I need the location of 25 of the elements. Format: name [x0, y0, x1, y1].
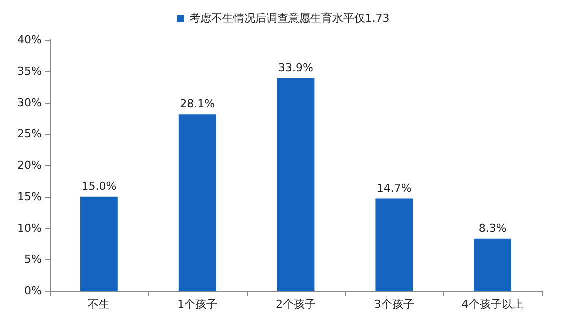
data-label: 33.9% — [278, 61, 314, 74]
data-label: 8.3% — [478, 222, 507, 235]
y-tick-label: 35% — [18, 64, 42, 78]
x-tick-label: 4个孩子以上 — [462, 298, 524, 311]
bar — [376, 198, 414, 291]
y-tick-label: 25% — [18, 128, 42, 141]
y-tick-label: 30% — [18, 96, 42, 110]
y-tick-label: 5% — [24, 253, 42, 266]
x-tick-label: 1个孩子 — [178, 298, 218, 311]
y-tick-label: 15% — [18, 190, 42, 204]
legend-label: 考虑不生情况后调查意愿生育水平仅1.73 — [189, 12, 390, 25]
bar — [474, 238, 512, 291]
y-tick-label: 0% — [24, 284, 42, 298]
x-tick-label: 3个孩子 — [374, 298, 414, 311]
y-tick-label: 10% — [18, 222, 42, 235]
data-label: 14.7% — [376, 182, 412, 195]
data-label: 15.0% — [82, 180, 117, 193]
bar — [277, 78, 315, 291]
y-tick-label: 40% — [18, 34, 42, 46]
data-label: 28.1% — [180, 98, 216, 111]
y-tick-label: 20% — [18, 159, 42, 172]
bar — [178, 114, 216, 291]
bar — [80, 196, 118, 291]
x-tick-label: 不生 — [88, 298, 110, 311]
x-tick-label: 2个孩子 — [276, 298, 316, 311]
